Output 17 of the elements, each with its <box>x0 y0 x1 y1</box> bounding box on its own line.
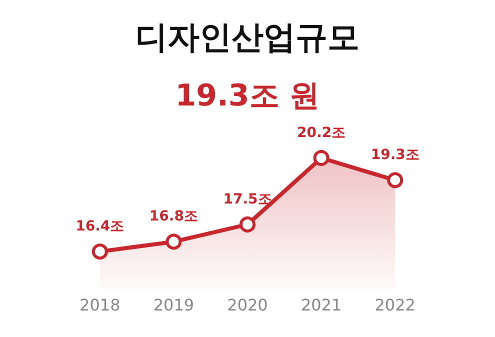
data-label: 16.8조 <box>149 208 198 225</box>
point <box>313 150 330 166</box>
x-tick-label: 2020 <box>227 296 268 314</box>
x-tick-label: 2019 <box>153 296 194 314</box>
data-label: 17.5조 <box>223 191 272 208</box>
point <box>166 234 182 250</box>
chart-subtitle: 19.3조 원 <box>175 78 320 114</box>
point <box>92 244 108 260</box>
x-tick-label: 2021 <box>300 296 342 314</box>
x-tick-label: 2022 <box>374 296 416 314</box>
data-label: 16.4조 <box>76 218 124 235</box>
chart-title: 디자인산업규모 <box>136 18 360 56</box>
x-tick-label: 2018 <box>80 296 120 314</box>
point <box>387 172 404 188</box>
data-label: 20.2조 <box>297 125 346 141</box>
point <box>240 216 256 232</box>
data-label: 19.3조 <box>370 147 420 164</box>
